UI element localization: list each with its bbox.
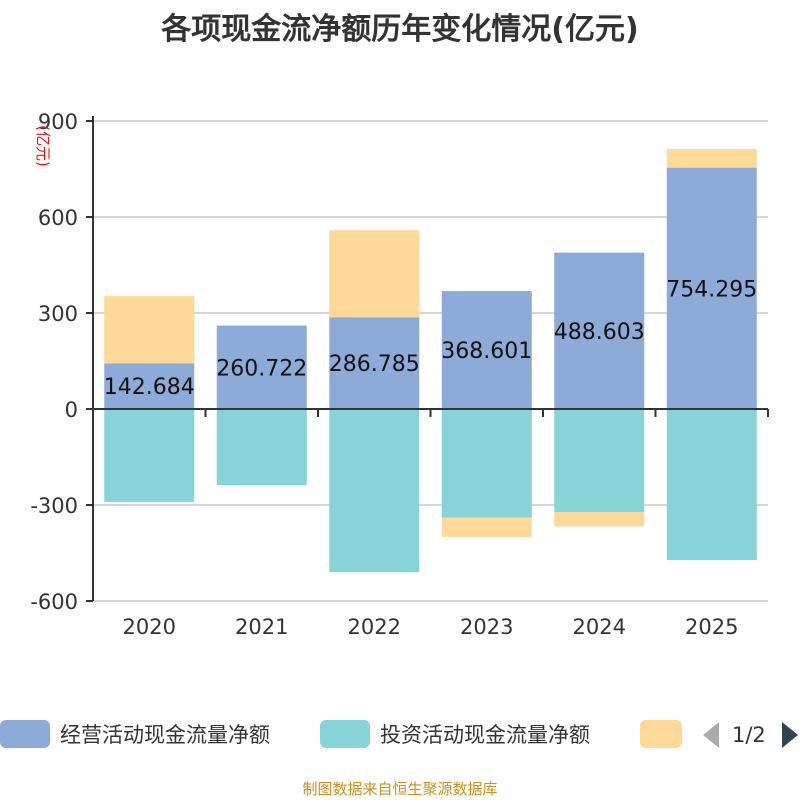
y-tick-label: -600 xyxy=(30,590,78,614)
chart-title: 各项现金流净额历年变化情况(亿元) xyxy=(161,12,639,47)
legend-page-indicator: 1/2 xyxy=(732,723,766,747)
bar-2024-series-0 xyxy=(554,252,645,409)
bar-2025-series-2 xyxy=(666,149,757,168)
data-label: 142.684 xyxy=(104,375,195,400)
x-tick-label: 2024 xyxy=(573,615,626,639)
bar-2020-series-2 xyxy=(104,296,195,364)
legend-label[interactable]: 投资活动现金流量净额 xyxy=(380,723,590,747)
bar-2025-series-0 xyxy=(666,167,757,409)
legend-swatch[interactable] xyxy=(640,720,682,748)
bar-2022-series-1 xyxy=(329,409,420,573)
y-tick-label: 0 xyxy=(65,398,78,422)
y-axis-label: (亿元) xyxy=(34,125,52,167)
tick-labels: 900 600 300 0 -300 -600 2020 2021 2022 2023 2024 20… xyxy=(30,110,738,639)
data-label: 368.601 xyxy=(441,339,532,364)
data-labels: 142.684 260.722 286.785 368.601 488.603 754.2… xyxy=(104,277,757,400)
bar-2023-series-2 xyxy=(441,517,532,537)
legend-prev-icon[interactable] xyxy=(703,722,719,748)
x-tick-label: 2023 xyxy=(460,615,513,639)
legend-next-icon[interactable] xyxy=(782,722,798,748)
bar-2022-series-0 xyxy=(329,317,420,409)
data-label: 286.785 xyxy=(329,352,420,377)
x-tick-label: 2022 xyxy=(348,615,401,639)
bar-2022-series-2 xyxy=(329,230,420,318)
bar-2020-series-1 xyxy=(104,409,195,502)
data-label: 488.603 xyxy=(554,320,645,345)
bar-2021-series-0 xyxy=(216,325,307,409)
x-tick-label: 2020 xyxy=(123,615,176,639)
bars xyxy=(104,149,757,573)
y-tick-label: 300 xyxy=(38,302,78,326)
bar-2024-series-2 xyxy=(554,512,645,527)
source-note: 制图数据来自恒生聚源数据库 xyxy=(302,780,498,798)
bar-2023-series-1 xyxy=(441,409,532,518)
data-label: 754.295 xyxy=(666,277,757,302)
legend-swatch[interactable] xyxy=(320,720,370,748)
bar-2025-series-1 xyxy=(666,409,757,561)
x-tick-label: 2021 xyxy=(235,615,288,639)
legend: 经营活动现金流量净额 投资活动现金流量净额 1/2 xyxy=(0,720,798,748)
y-tick-label: 600 xyxy=(38,206,78,230)
y-tick-label: -300 xyxy=(30,494,78,518)
legend-swatch[interactable] xyxy=(0,720,50,748)
bar-2020-series-0 xyxy=(104,363,195,409)
x-tick-label: 2025 xyxy=(685,615,738,639)
bar-2024-series-1 xyxy=(554,409,645,513)
axes xyxy=(86,116,769,602)
y-tick-label: 900 xyxy=(38,110,78,134)
legend-label[interactable]: 经营活动现金流量净额 xyxy=(60,723,270,747)
data-label: 260.722 xyxy=(216,356,307,381)
bar-2023-series-0 xyxy=(441,291,532,409)
bar-2021-series-1 xyxy=(216,409,307,486)
